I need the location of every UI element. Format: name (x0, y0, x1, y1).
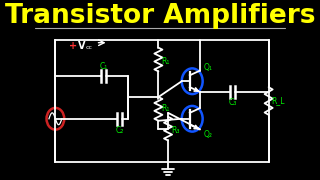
Text: Transistor Amplifiers: Transistor Amplifiers (5, 3, 315, 29)
Text: R₁: R₁ (162, 57, 170, 66)
Text: cc: cc (86, 45, 93, 50)
Text: Q₂: Q₂ (204, 130, 213, 139)
Text: C₂: C₂ (116, 126, 124, 135)
Text: C₃: C₃ (228, 98, 236, 107)
Text: C₁: C₁ (100, 62, 108, 71)
Text: V: V (78, 41, 85, 51)
Text: R₃: R₃ (171, 126, 180, 135)
Text: +: + (69, 41, 77, 51)
Text: R_L: R_L (272, 96, 285, 105)
Text: R₁: R₁ (162, 104, 170, 113)
Text: Q₁: Q₁ (204, 63, 213, 72)
